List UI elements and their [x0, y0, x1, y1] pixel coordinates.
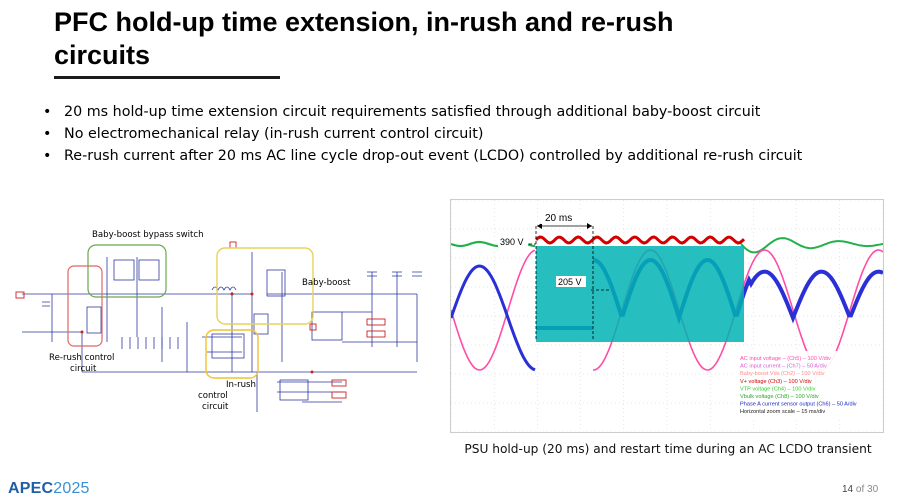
vplus-trace [534, 235, 746, 245]
baby-boost-highlight [216, 247, 314, 325]
vbulk-trace-right [740, 237, 883, 254]
title-underline [54, 76, 280, 79]
scope-legend-entry: V+ voltage (Ch3) – 100 V/div [740, 379, 812, 385]
v390-annotation: 390 V [500, 237, 524, 247]
logo-year: 2025 [53, 480, 90, 497]
rerush-highlight [67, 265, 103, 347]
page-number: 14 of 30 [842, 484, 878, 495]
scope-legend-entry: Vbulk voltage (Ch8) – 100 V/div [740, 394, 819, 400]
scope-legend: AC input voltage – (Ch5) – 100 V/div AC i… [740, 356, 857, 415]
slide-title: PFC hold-up time extension, in-rush and … [54, 7, 674, 70]
figure-caption: PSU hold-up (20 ms) and restart time dur… [464, 442, 872, 456]
inrush-label-line2: control [198, 391, 228, 401]
bullet-item: Re-rush current after 20 ms AC line cycl… [40, 145, 802, 167]
inrush-label-line3: circuit [202, 402, 229, 412]
bypass-switch-highlight [87, 244, 167, 298]
rerush-label-line2: circuit [70, 364, 97, 374]
apec-logo: APEC2025 [8, 480, 90, 498]
page-total: 30 [867, 484, 879, 495]
scope-legend-entry: Baby-boost Vds (Ch2) – 100 V/div [740, 371, 825, 377]
inrush-label-line1: In-rush [226, 380, 256, 390]
scope-legend-entry: Horizontal zoom scale – 15 ms/div [740, 409, 825, 415]
v205-annotation: 205 V [558, 277, 582, 287]
baby-boost-label: Baby-boost [302, 278, 351, 288]
bullet-list: 20 ms hold-up time extension circuit req… [40, 101, 802, 167]
circuit-schematic: Baby-boost bypass switch Baby-boost Re-r… [15, 230, 422, 412]
bullet-item: No electromechanical relay (in-rush curr… [40, 123, 802, 145]
duration-annotation: 20 ms [545, 213, 572, 224]
rerush-label-line1: Re-rush control [49, 353, 114, 363]
scope-legend-entry: AC input current – (Ch7) – 50 A/div [740, 364, 827, 370]
page-separator: of [855, 484, 865, 495]
page-current: 14 [842, 484, 854, 495]
ac-current-trace-left [451, 264, 536, 372]
ac-voltage-trace-left [451, 249, 536, 371]
bypass-switch-label: Baby-boost bypass switch [92, 230, 204, 240]
oscilloscope-capture: 20 ms 390 V 205 V AC input voltage – (Ch… [450, 199, 884, 433]
logo-apec: APEC [8, 480, 54, 497]
baby-boost-vds-band [536, 246, 744, 342]
bullet-item: 20 ms hold-up time extension circuit req… [40, 101, 802, 123]
inrush-highlight [205, 329, 259, 379]
scope-legend-entry: AC input voltage – (Ch5) – 100 V/div [740, 356, 831, 362]
scope-legend-entry: VTP voltage (Ch4) – 100 V/div [740, 386, 816, 392]
scope-legend-entry: Phase A current sensor output (Ch6) – 50… [740, 402, 857, 408]
